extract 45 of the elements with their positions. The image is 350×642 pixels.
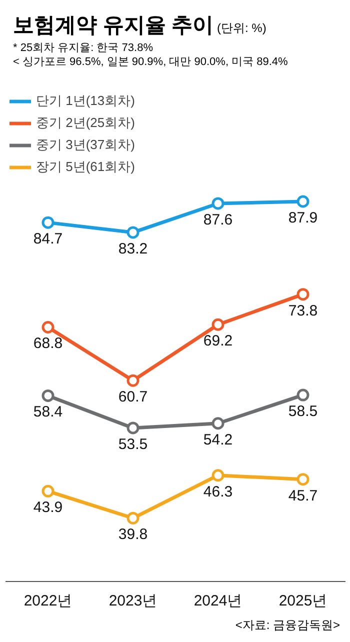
- text: * 25회차 유지율: 한국 73.8%: [13, 41, 154, 55]
- chart-title: 보험계약 유지율 추이: [13, 14, 214, 37]
- data-label: 53.5: [118, 436, 148, 453]
- legend-label: 단기 1년(13회차): [36, 92, 135, 110]
- text: < 싱가포르 96.5%, 일본 90.9%, 대만 90.0%, 미국 89.4%: [13, 55, 289, 69]
- point: [212, 469, 224, 482]
- legend-label: 중기 3년(37회차): [36, 136, 135, 154]
- point: [296, 473, 310, 486]
- chart-subtitle: (단위: %): [217, 21, 266, 35]
- data-label: 83.2: [118, 240, 148, 258]
- data-label: 87.9: [288, 210, 318, 226]
- point: [42, 321, 54, 334]
- data-label: 58.5: [288, 403, 318, 420]
- data-label: 43.9: [33, 499, 63, 516]
- point: [126, 422, 140, 434]
- data-label: 39.8: [118, 526, 148, 544]
- x-tick-label: 2023년: [108, 592, 158, 610]
- point: [212, 417, 224, 430]
- x-tick-label: 2024년: [194, 592, 242, 610]
- x-tick-label: 2022년: [24, 592, 72, 610]
- point: [42, 389, 54, 402]
- data-label: 73.8: [288, 302, 318, 320]
- data-label: 68.8: [33, 335, 63, 352]
- point: [296, 388, 310, 402]
- point: [42, 484, 54, 498]
- data-label: 87.6: [203, 211, 233, 228]
- point: [126, 226, 140, 239]
- data-label: 69.2: [203, 332, 233, 350]
- legend-label: 장기 5년(61회차): [36, 158, 135, 176]
- point: [296, 288, 310, 301]
- data-label: 84.7: [33, 230, 63, 248]
- data-label: 46.3: [203, 483, 233, 500]
- point: [212, 197, 224, 210]
- point: [42, 216, 54, 229]
- point: [212, 318, 224, 331]
- point: [296, 195, 310, 208]
- data-label: 54.2: [203, 431, 233, 448]
- data-label: 58.4: [33, 404, 63, 421]
- legend-label: 중기 2년(25회차): [36, 114, 135, 132]
- text: <자료: 금융감독원>: [234, 617, 340, 634]
- point: [126, 374, 140, 387]
- data-label: 60.7: [118, 388, 148, 406]
- point: [126, 512, 140, 524]
- x-tick-label: 2025년: [278, 592, 328, 610]
- data-label: 45.7: [288, 487, 318, 504]
